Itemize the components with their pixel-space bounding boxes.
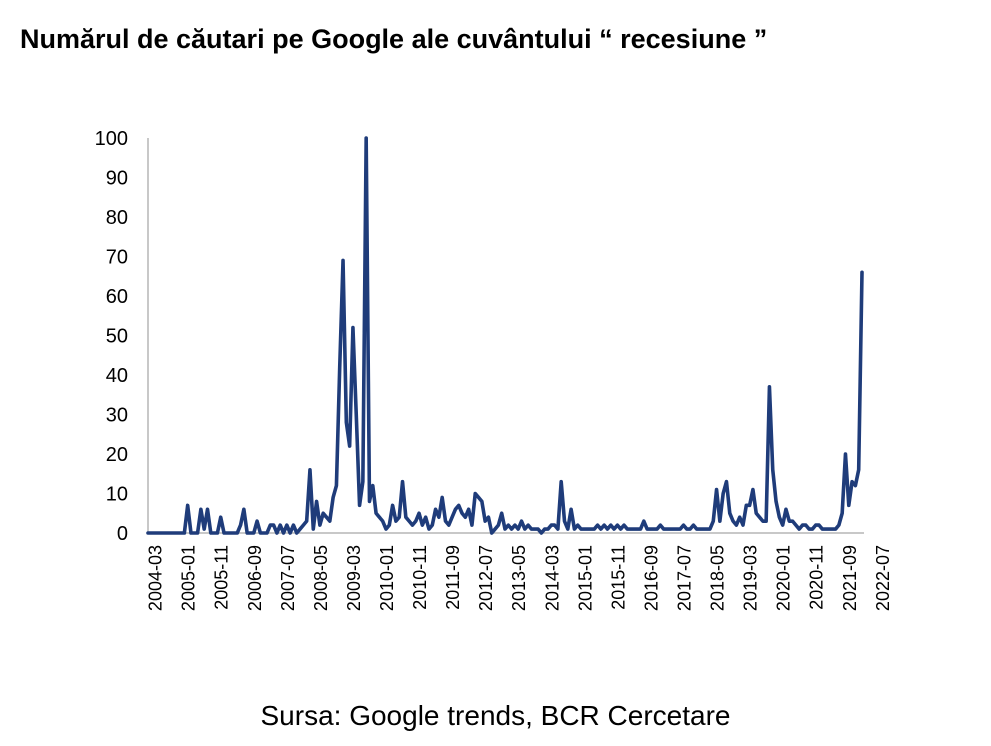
x-tick-label: 2017-07 — [675, 545, 695, 611]
x-tick-label: 2019-03 — [741, 545, 761, 611]
x-tick-label: 2020-01 — [774, 545, 794, 611]
y-tick-label: 20 — [106, 444, 128, 466]
x-tick-label: 2008-05 — [311, 545, 331, 611]
chart-source: Sursa: Google trends, BCR Cercetare — [260, 700, 731, 731]
y-tick-label: 90 — [106, 168, 128, 190]
x-axis-ticks: 2004-03 2005-01 2005-11 2006-09 2007-07 2008-… — [146, 545, 893, 611]
x-tick-label: 2005-11 — [212, 545, 232, 610]
x-tick-label: 2021-09 — [840, 545, 860, 611]
x-tick-label: 2015-11 — [608, 545, 628, 610]
x-tick-label: 2013-05 — [509, 545, 529, 611]
x-tick-label: 2016-09 — [641, 545, 661, 611]
y-tick-label: 0 — [117, 523, 128, 545]
x-tick-label: 2007-07 — [278, 545, 298, 611]
y-tick-label: 60 — [106, 286, 128, 308]
x-tick-label: 2015-01 — [575, 545, 595, 611]
y-tick-label: 50 — [106, 326, 128, 348]
x-tick-label: 2006-09 — [245, 545, 265, 611]
x-tick-label: 2010-01 — [377, 545, 397, 611]
y-tick-label: 70 — [106, 247, 128, 269]
y-tick-label: 10 — [106, 484, 128, 506]
y-tick-label: 80 — [106, 207, 128, 229]
x-tick-label: 2010-11 — [410, 545, 430, 610]
x-tick-label: 2014-03 — [542, 545, 562, 611]
x-tick-label: 2005-01 — [179, 545, 199, 611]
x-tick-label: 2004-03 — [146, 545, 166, 611]
x-tick-label: 2012-07 — [476, 545, 496, 611]
y-tick-label: 30 — [106, 405, 128, 427]
x-tick-label: 2018-05 — [708, 545, 728, 611]
y-tick-label: 40 — [106, 365, 128, 387]
y-tick-label: 100 — [95, 128, 128, 150]
x-tick-label: 2020-11 — [807, 545, 827, 610]
x-tick-label: 2011-09 — [443, 545, 463, 610]
chart-axes — [147, 138, 864, 534]
series-line — [146, 136, 864, 535]
x-tick-label: 2022-07 — [873, 545, 893, 611]
chart-title: Numărul de căutari pe Google ale cuvântu… — [20, 24, 768, 54]
x-tick-label: 2009-03 — [344, 545, 364, 611]
y-axis-ticks: 0 10 20 30 40 50 60 70 80 90 100 — [95, 128, 128, 545]
series-layer — [146, 136, 864, 535]
